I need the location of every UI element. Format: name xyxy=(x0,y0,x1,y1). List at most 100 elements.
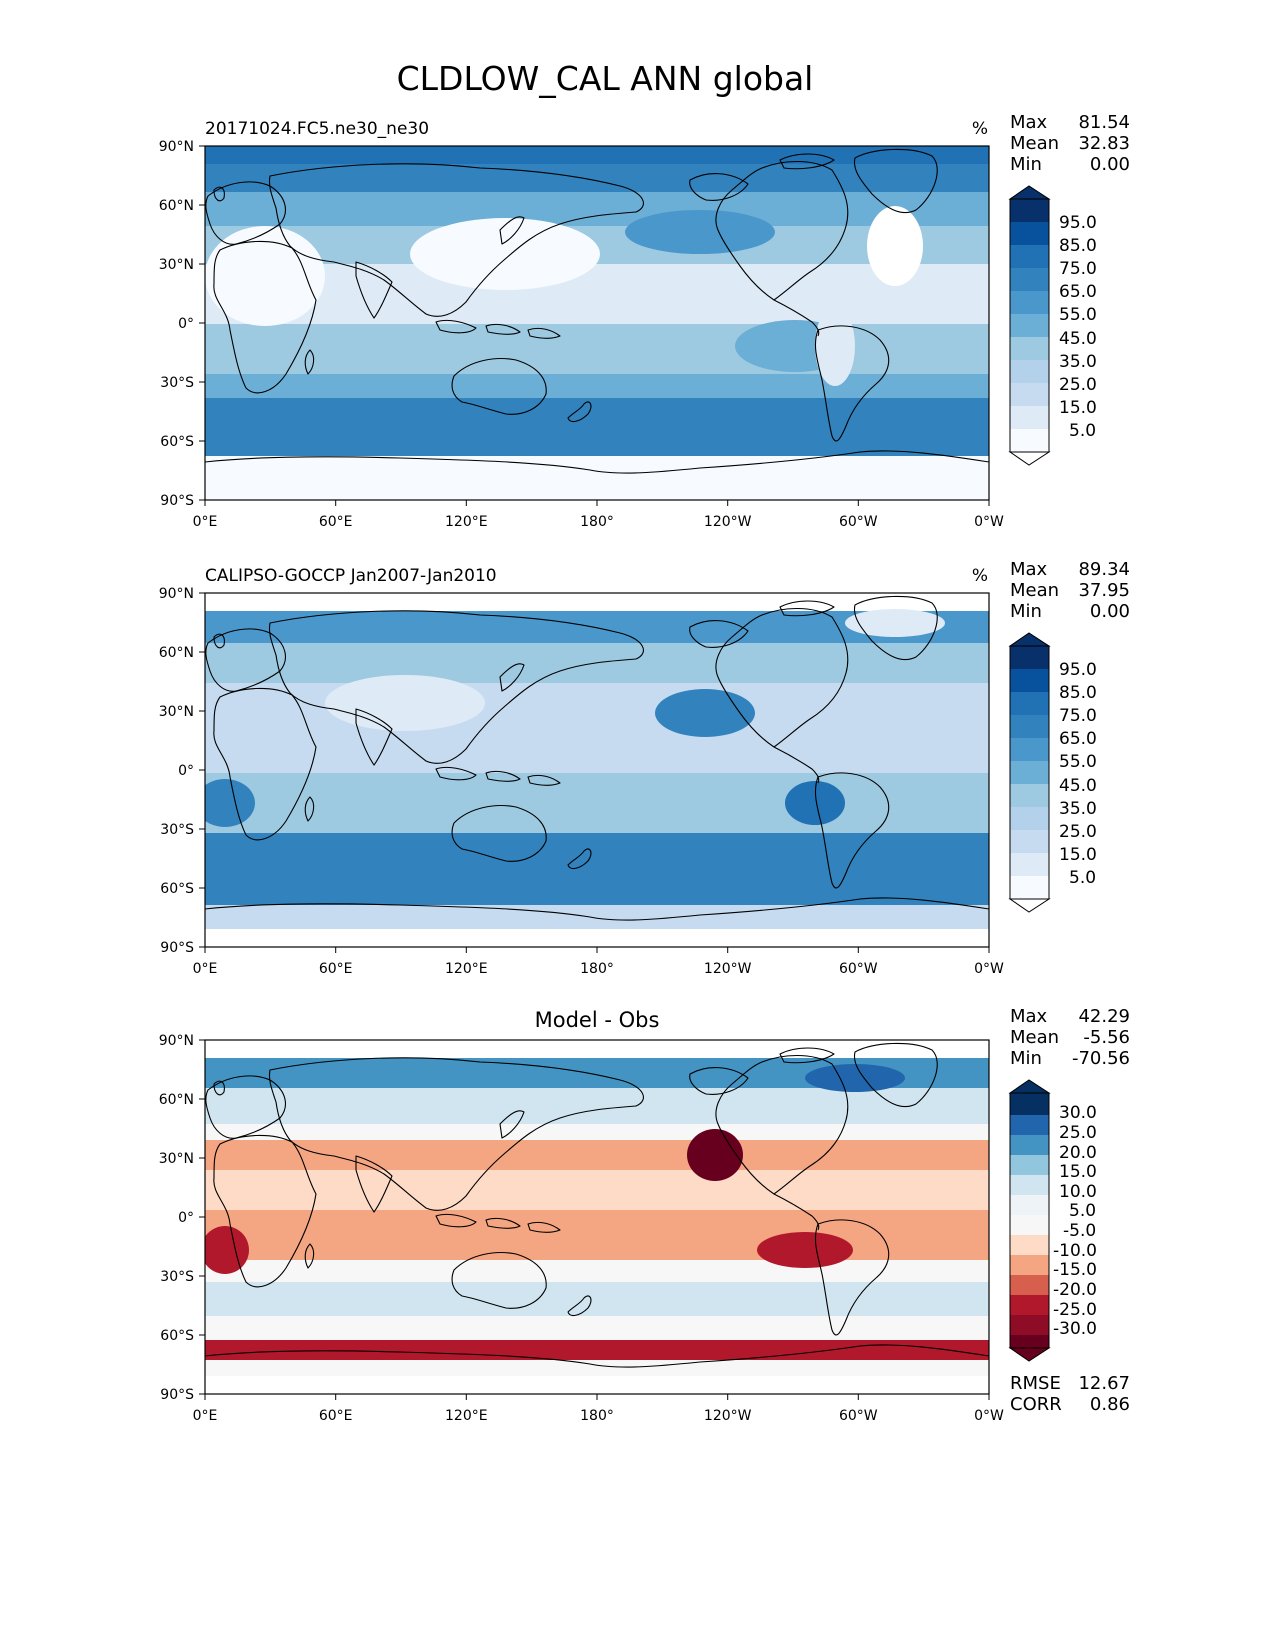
stat-label: Min xyxy=(1010,1048,1042,1069)
panel-model-ytick: 90°S xyxy=(160,493,194,509)
panel-diff-bottom-stats: RMSE 12.67 CORR 0.86 xyxy=(1010,1373,1130,1415)
panel-diff-xtick: 120°W xyxy=(704,1408,752,1424)
colorbar-tick: 75.0 xyxy=(1059,259,1097,279)
stat-label: RMSE xyxy=(1010,1373,1061,1394)
panel-obs-xtick: 120°W xyxy=(704,961,752,977)
panel-model-subtropics-south xyxy=(205,324,989,374)
panel-diff-stats: Max 42.29 Mean -5.56 Min -70.56 xyxy=(1010,1006,1130,1069)
panel-diff-xtick: 0°W xyxy=(974,1408,1004,1424)
panel-model-npac-stratus xyxy=(625,210,775,254)
colorbar-tick: 30.0 xyxy=(1059,1103,1097,1123)
panel-obs-xtick: 60°E xyxy=(319,961,353,977)
panel-model-xtick: 120°E xyxy=(445,514,488,530)
panel-obs-xtick: 0°W xyxy=(974,961,1004,977)
panel-model-tropics xyxy=(205,264,989,324)
panel-obs-xtick: 180° xyxy=(580,961,614,977)
colorbar-tick: 5.0 xyxy=(1069,1201,1096,1221)
panel-model-stats: Max 81.54 Mean 32.83 Min 0.00 xyxy=(1010,112,1130,175)
panel-diff-ytick: 60°N xyxy=(159,1092,194,1108)
panel-obs-sepac-stratus xyxy=(785,781,845,825)
stat-min-value: 0.00 xyxy=(1090,154,1130,175)
panel-model-ytick: 0° xyxy=(178,316,194,332)
panel-diff-xaxis: 0°E 60°E 120°E 180° 120°W 60°W 0°W xyxy=(193,1394,1004,1424)
panel-model-xtick: 60°W xyxy=(839,514,878,530)
panel-model-ytick: 90°N xyxy=(159,139,194,155)
colorbar-tick: -15.0 xyxy=(1053,1260,1097,1280)
colorbar-tick: 25.0 xyxy=(1059,1123,1097,1143)
stat-label: Mean xyxy=(1010,133,1059,154)
colorbar-tick: 35.0 xyxy=(1059,352,1097,372)
panel-obs-ytick: 90°N xyxy=(159,586,194,602)
colorbar-tick: 5.0 xyxy=(1069,868,1096,888)
colorbar-tick: 45.0 xyxy=(1059,329,1097,349)
panel-model-xaxis: 0°E 60°E 120°E 180° 120°W 60°W 0°W xyxy=(193,500,1004,530)
panel-diff-xtick: 60°E xyxy=(319,1408,353,1424)
panel-obs-yaxis: 90°N 60°N 30°N 0° 30°S 60°S 90°S xyxy=(159,586,205,956)
panel-obs-ssubtropics xyxy=(205,773,989,833)
panel-diff-xtick: 0°E xyxy=(193,1408,218,1424)
panel-obs-tropics xyxy=(205,683,989,773)
panel-obs-colorbar: 95.0 85.0 75.0 65.0 55.0 45.0 35.0 25.0 … xyxy=(1008,632,1097,913)
panel-diff-ytick: 30°N xyxy=(159,1151,194,1167)
colorbar-tick: -5.0 xyxy=(1063,1221,1096,1241)
panel-obs-stats: Max 89.34 Mean 37.95 Min 0.00 xyxy=(1010,559,1130,622)
panel-model-xtick: 60°E xyxy=(319,514,353,530)
colorbar-tick: 95.0 xyxy=(1059,213,1097,233)
panel-model-xtick: 0°W xyxy=(974,514,1004,530)
stat-max-value: 81.54 xyxy=(1078,112,1130,133)
panel-diff-xtick: 180° xyxy=(580,1408,614,1424)
panel-diff-greenland xyxy=(805,1064,905,1092)
panel-model-colorbar: 95.0 85.0 75.0 65.0 55.0 45.0 35.0 25.0 … xyxy=(1008,185,1097,466)
panel-obs: CALIPSO-GOCCP Jan2007-Jan2010 % 90°N 60°… xyxy=(159,559,1130,977)
colorbar-tick: -20.0 xyxy=(1053,1280,1097,1300)
panel-model-sahara-clear xyxy=(410,218,600,290)
stat-corr-value: 0.86 xyxy=(1090,1394,1130,1415)
panel-obs-sahara xyxy=(325,675,485,731)
panel-model-xtick: 0°E xyxy=(193,514,218,530)
panel-model-ytick: 60°S xyxy=(160,434,194,450)
panel-obs-greenland xyxy=(845,609,945,637)
panel-obs-southern-ocean xyxy=(205,833,989,905)
panel-model-namerica-clear xyxy=(867,206,923,286)
colorbar-tick: 85.0 xyxy=(1059,236,1097,256)
panel-diff-sepac-stratus xyxy=(757,1232,853,1268)
panel-diff-map xyxy=(205,1040,989,1394)
panel-obs-xaxis: 0°E 60°E 120°E 180° 120°W 60°W 0°W xyxy=(193,947,1004,977)
panel-model-ytick: 60°N xyxy=(159,198,194,214)
panel-diff-smidlat xyxy=(205,1282,989,1316)
stat-mean-value: -5.56 xyxy=(1083,1027,1130,1048)
panel-model-units: % xyxy=(972,119,988,139)
colorbar-tick: -25.0 xyxy=(1053,1300,1097,1320)
colorbar-tick: 15.0 xyxy=(1059,398,1097,418)
panel-model-yaxis: 90°N 60°N 30°N 0° 30°S 60°S 90°S xyxy=(159,139,205,509)
colorbar-tick: 35.0 xyxy=(1059,799,1097,819)
panel-obs-units: % xyxy=(972,566,988,586)
panel-diff-antarctic-edge xyxy=(205,1340,989,1360)
panel-model-antarctic xyxy=(205,456,989,500)
colorbar-tick: -30.0 xyxy=(1053,1319,1097,1339)
colorbar-tick: -10.0 xyxy=(1053,1241,1097,1261)
stat-mean-value: 37.95 xyxy=(1078,580,1130,601)
panel-diff-tropics-inner xyxy=(205,1170,989,1210)
panel-obs-map xyxy=(205,593,989,947)
colorbar-tick: 25.0 xyxy=(1059,822,1097,842)
panel-model-ytick: 30°N xyxy=(159,257,194,273)
panel-obs-ytick: 60°S xyxy=(160,881,194,897)
panel-obs-left-title: CALIPSO-GOCCP Jan2007-Jan2010 xyxy=(205,566,497,586)
stat-label: Min xyxy=(1010,154,1042,175)
panel-diff-nmidlat xyxy=(205,1088,989,1124)
panel-diff-ytick: 90°N xyxy=(159,1033,194,1049)
panel-obs-ytick: 30°N xyxy=(159,704,194,720)
panel-model-ytick: 30°S xyxy=(160,375,194,391)
stat-label: Mean xyxy=(1010,580,1059,601)
stat-min-value: 0.00 xyxy=(1090,601,1130,622)
panel-obs-ytick: 0° xyxy=(178,763,194,779)
colorbar-tick: 55.0 xyxy=(1059,305,1097,325)
panel-obs-xtick: 0°E xyxy=(193,961,218,977)
stat-label: Mean xyxy=(1010,1027,1059,1048)
panel-obs-npac-stratus xyxy=(655,689,755,737)
stat-rmse-value: 12.67 xyxy=(1078,1373,1130,1394)
stat-label: Max xyxy=(1010,112,1048,133)
panel-obs-xtick: 120°E xyxy=(445,961,488,977)
panel-diff-npac-stratus xyxy=(687,1129,743,1181)
